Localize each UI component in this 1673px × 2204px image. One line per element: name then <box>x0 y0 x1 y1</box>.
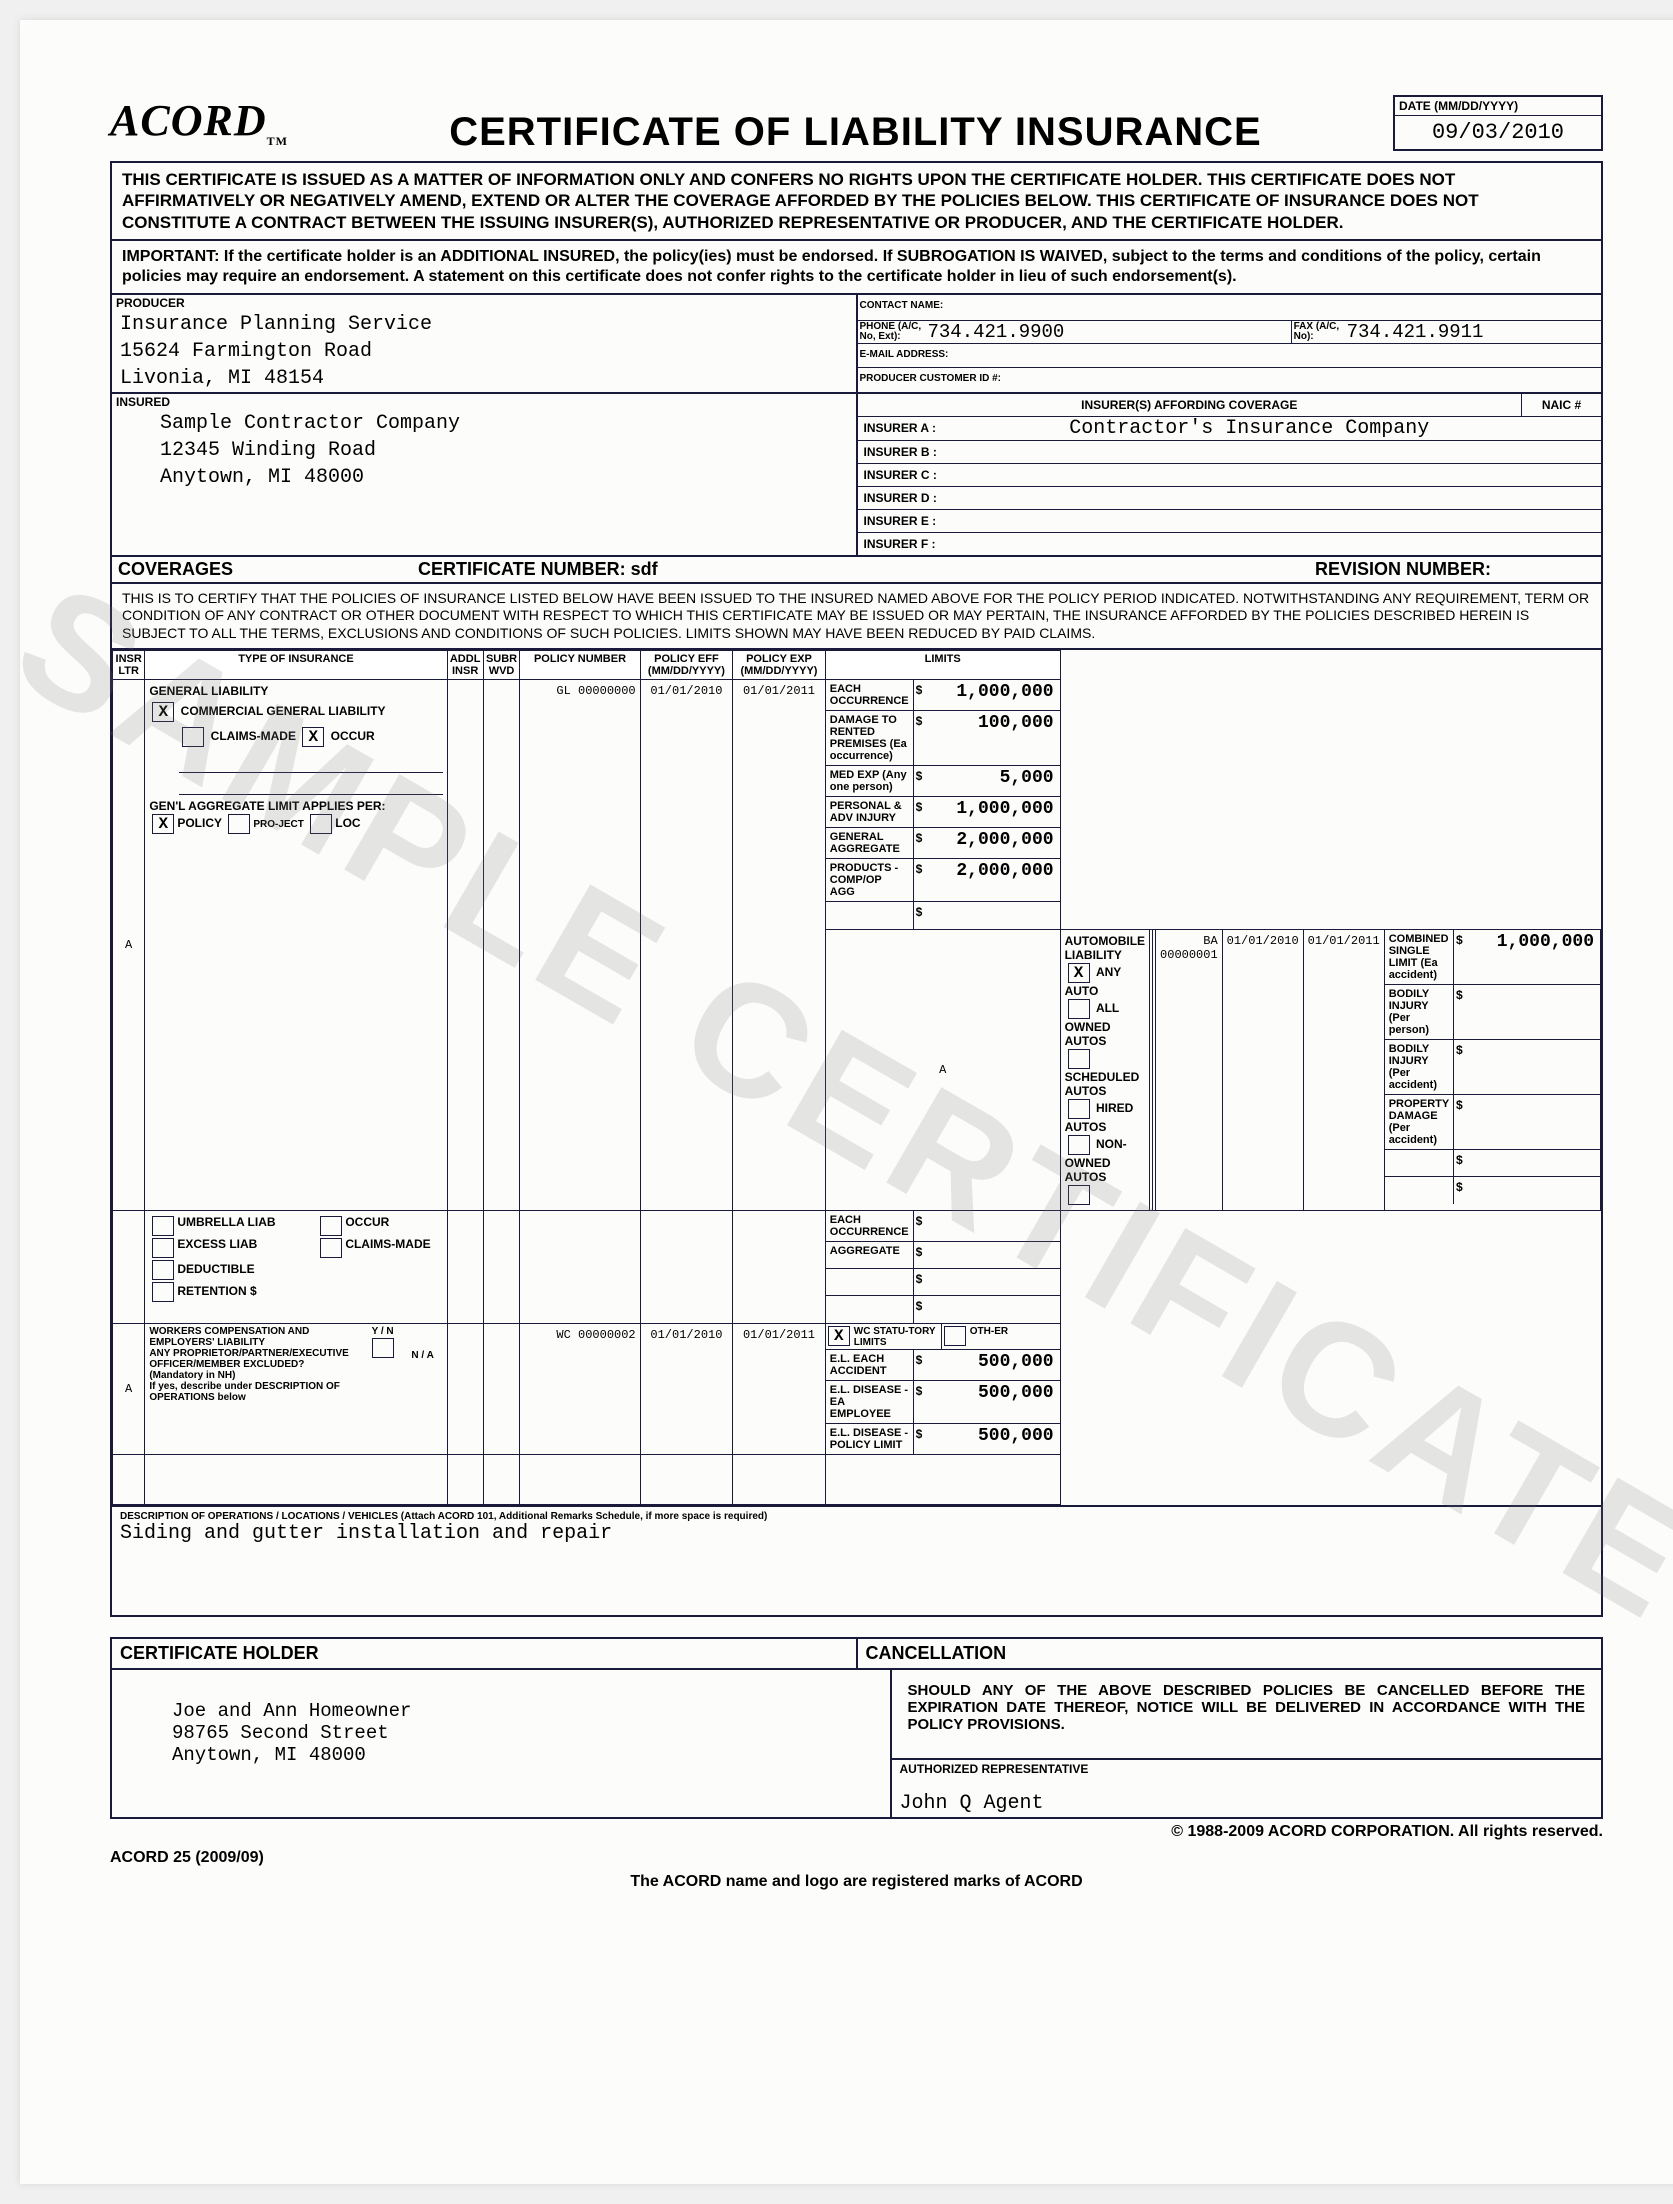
email-label: E-MAIL ADDRESS: <box>858 349 951 360</box>
acord-logo: ACORDTM <box>110 95 288 149</box>
th-type: TYPE OF INSURANCE <box>145 651 447 680</box>
producer-name: Insurance Planning Service <box>112 311 856 338</box>
fax-value: 734.421.9911 <box>1347 321 1484 343</box>
th-limits: LIMITS <box>825 651 1060 680</box>
insured-addr2: Anytown, MI 48000 <box>152 464 856 491</box>
scheduled-checkbox[interactable] <box>1068 1049 1090 1069</box>
auto-policy-no: BA 00000001 <box>1156 930 1223 1211</box>
occur-checkbox[interactable]: X <box>302 727 324 747</box>
insured-addr1: 12345 Winding Road <box>152 437 856 464</box>
umbrella-type-cell: UMBRELLA LIABOCCUR EXCESS LIABCLAIMS-MAD… <box>145 1211 447 1324</box>
gl-letter: A <box>113 680 145 1211</box>
holder-addr2: Anytown, MI 48000 <box>172 1744 882 1766</box>
certify-text: THIS IS TO CERTIFY THAT THE POLICIES OF … <box>112 584 1601 651</box>
revision-number-label: REVISION NUMBER: <box>1315 559 1491 579</box>
gl-policy-no: GL 00000000 <box>520 680 640 1211</box>
insurer-f-label: INSURER F : <box>858 533 968 555</box>
cancellation-text: SHOULD ANY OF THE ABOVE DESCRIBED POLICI… <box>892 1670 1602 1760</box>
th-addl: ADDL INSR <box>447 651 483 680</box>
wc-exp: 01/01/2011 <box>733 1324 826 1455</box>
claims-made-checkbox[interactable] <box>182 727 204 747</box>
producer-addr2: Livonia, MI 48154 <box>112 365 856 392</box>
insurer-a-value: Contractor's Insurance Company <box>968 417 1532 440</box>
fax-label: FAX (A/C, No): <box>1292 322 1347 342</box>
th-exp: POLICY EXP (MM/DD/YYYY) <box>733 651 826 680</box>
phone-label: PHONE (A/C, No, Ext): <box>858 322 928 342</box>
customer-id-label: PRODUCER CUSTOMER ID #: <box>858 373 1004 384</box>
hired-checkbox[interactable] <box>1068 1099 1090 1119</box>
gl-type-cell: GENERAL LIABILITY X COMMERCIAL GENERAL L… <box>145 680 447 1211</box>
coverage-table: INSR LTR TYPE OF INSURANCE ADDL INSR SUB… <box>112 650 1601 1505</box>
auto-type-cell: AUTOMOBILE LIABILITY X ANY AUTO ALL OWNE… <box>1060 930 1149 1211</box>
cert-number-label: CERTIFICATE NUMBER: <box>418 559 626 579</box>
holder-name: Joe and Ann Homeowner <box>172 1700 882 1722</box>
wc-type-cell: WORKERS COMPENSATION AND EMPLOYERS' LIAB… <box>145 1324 447 1455</box>
insured-name: Sample Contractor Company <box>152 410 856 437</box>
nonowned-checkbox[interactable] <box>1068 1135 1090 1155</box>
th-insr-ltr: INSR LTR <box>113 651 145 680</box>
wc-statutory-checkbox[interactable]: X <box>828 1326 850 1346</box>
copyright: © 1988-2009 ACORD CORPORATION. All right… <box>110 1823 1603 1841</box>
trademark-note: The ACORD name and logo are registered m… <box>110 1873 1603 1891</box>
wc-yn-checkbox[interactable] <box>372 1338 394 1358</box>
insurer-b-label: INSURER B : <box>858 441 968 463</box>
insurer-d-label: INSURER D : <box>858 487 968 509</box>
coverages-label: COVERAGES <box>118 559 418 580</box>
date-label: DATE (MM/DD/YYYY) <box>1395 97 1601 116</box>
wc-eff: 01/01/2010 <box>640 1324 733 1455</box>
insurer-c-label: INSURER C : <box>858 464 968 486</box>
insurer-e-label: INSURER E : <box>858 510 968 532</box>
form-number: ACORD 25 (2009/09) <box>110 1849 264 1867</box>
gl-exp: 01/01/2011 <box>733 680 826 1211</box>
holder-addr1: 98765 Second Street <box>172 1722 882 1744</box>
naic-header: NAIC # <box>1521 394 1601 416</box>
description-label: DESCRIPTION OF OPERATIONS / LOCATIONS / … <box>120 1511 1593 1522</box>
contact-name-label: CONTACT NAME: <box>858 300 946 311</box>
description-value: Siding and gutter installation and repai… <box>120 1522 1593 1545</box>
insurer-a-label: INSURER A : <box>858 417 968 439</box>
authrep-label: AUTHORIZED REPRESENTATIVE <box>900 1762 1594 1776</box>
auto-exp: 01/01/2011 <box>1303 930 1384 1211</box>
wc-letter: A <box>113 1324 145 1455</box>
any-auto-checkbox[interactable]: X <box>1068 963 1090 983</box>
th-eff: POLICY EFF (MM/DD/YYYY) <box>640 651 733 680</box>
producer-label: PRODUCER <box>112 295 856 311</box>
auto-eff: 01/01/2010 <box>1222 930 1303 1211</box>
cgl-checkbox[interactable]: X <box>152 702 174 722</box>
page-title: CERTIFICATE OF LIABILITY INSURANCE <box>318 110 1393 155</box>
notice-1: THIS CERTIFICATE IS ISSUED AS A MATTER O… <box>112 163 1601 241</box>
producer-addr1: 15624 Farmington Road <box>112 338 856 365</box>
policy-checkbox[interactable]: X <box>152 814 174 834</box>
th-subr: SUBR WVD <box>483 651 520 680</box>
auto-letter: A <box>825 930 1060 1211</box>
holder-label: CERTIFICATE HOLDER <box>112 1639 858 1668</box>
project-checkbox[interactable] <box>228 814 250 834</box>
wc-policy-no: WC 00000002 <box>520 1324 640 1455</box>
cert-number-value: sdf <box>631 559 658 579</box>
gl-eff: 01/01/2010 <box>640 680 733 1211</box>
loc-checkbox[interactable] <box>310 814 332 834</box>
all-owned-checkbox[interactable] <box>1068 999 1090 1019</box>
cancellation-label: CANCELLATION <box>858 1639 1602 1668</box>
notice-2: IMPORTANT: If the certificate holder is … <box>112 241 1601 295</box>
insurers-header: INSURER(S) AFFORDING COVERAGE <box>858 394 1522 416</box>
th-policy: POLICY NUMBER <box>520 651 640 680</box>
date-value: 09/03/2010 <box>1395 116 1601 149</box>
phone-value: 734.421.9900 <box>928 321 1065 343</box>
insured-label: INSURED <box>112 394 856 410</box>
date-box: DATE (MM/DD/YYYY) 09/03/2010 <box>1393 95 1603 151</box>
authrep-value: John Q Agent <box>900 1792 1594 1815</box>
